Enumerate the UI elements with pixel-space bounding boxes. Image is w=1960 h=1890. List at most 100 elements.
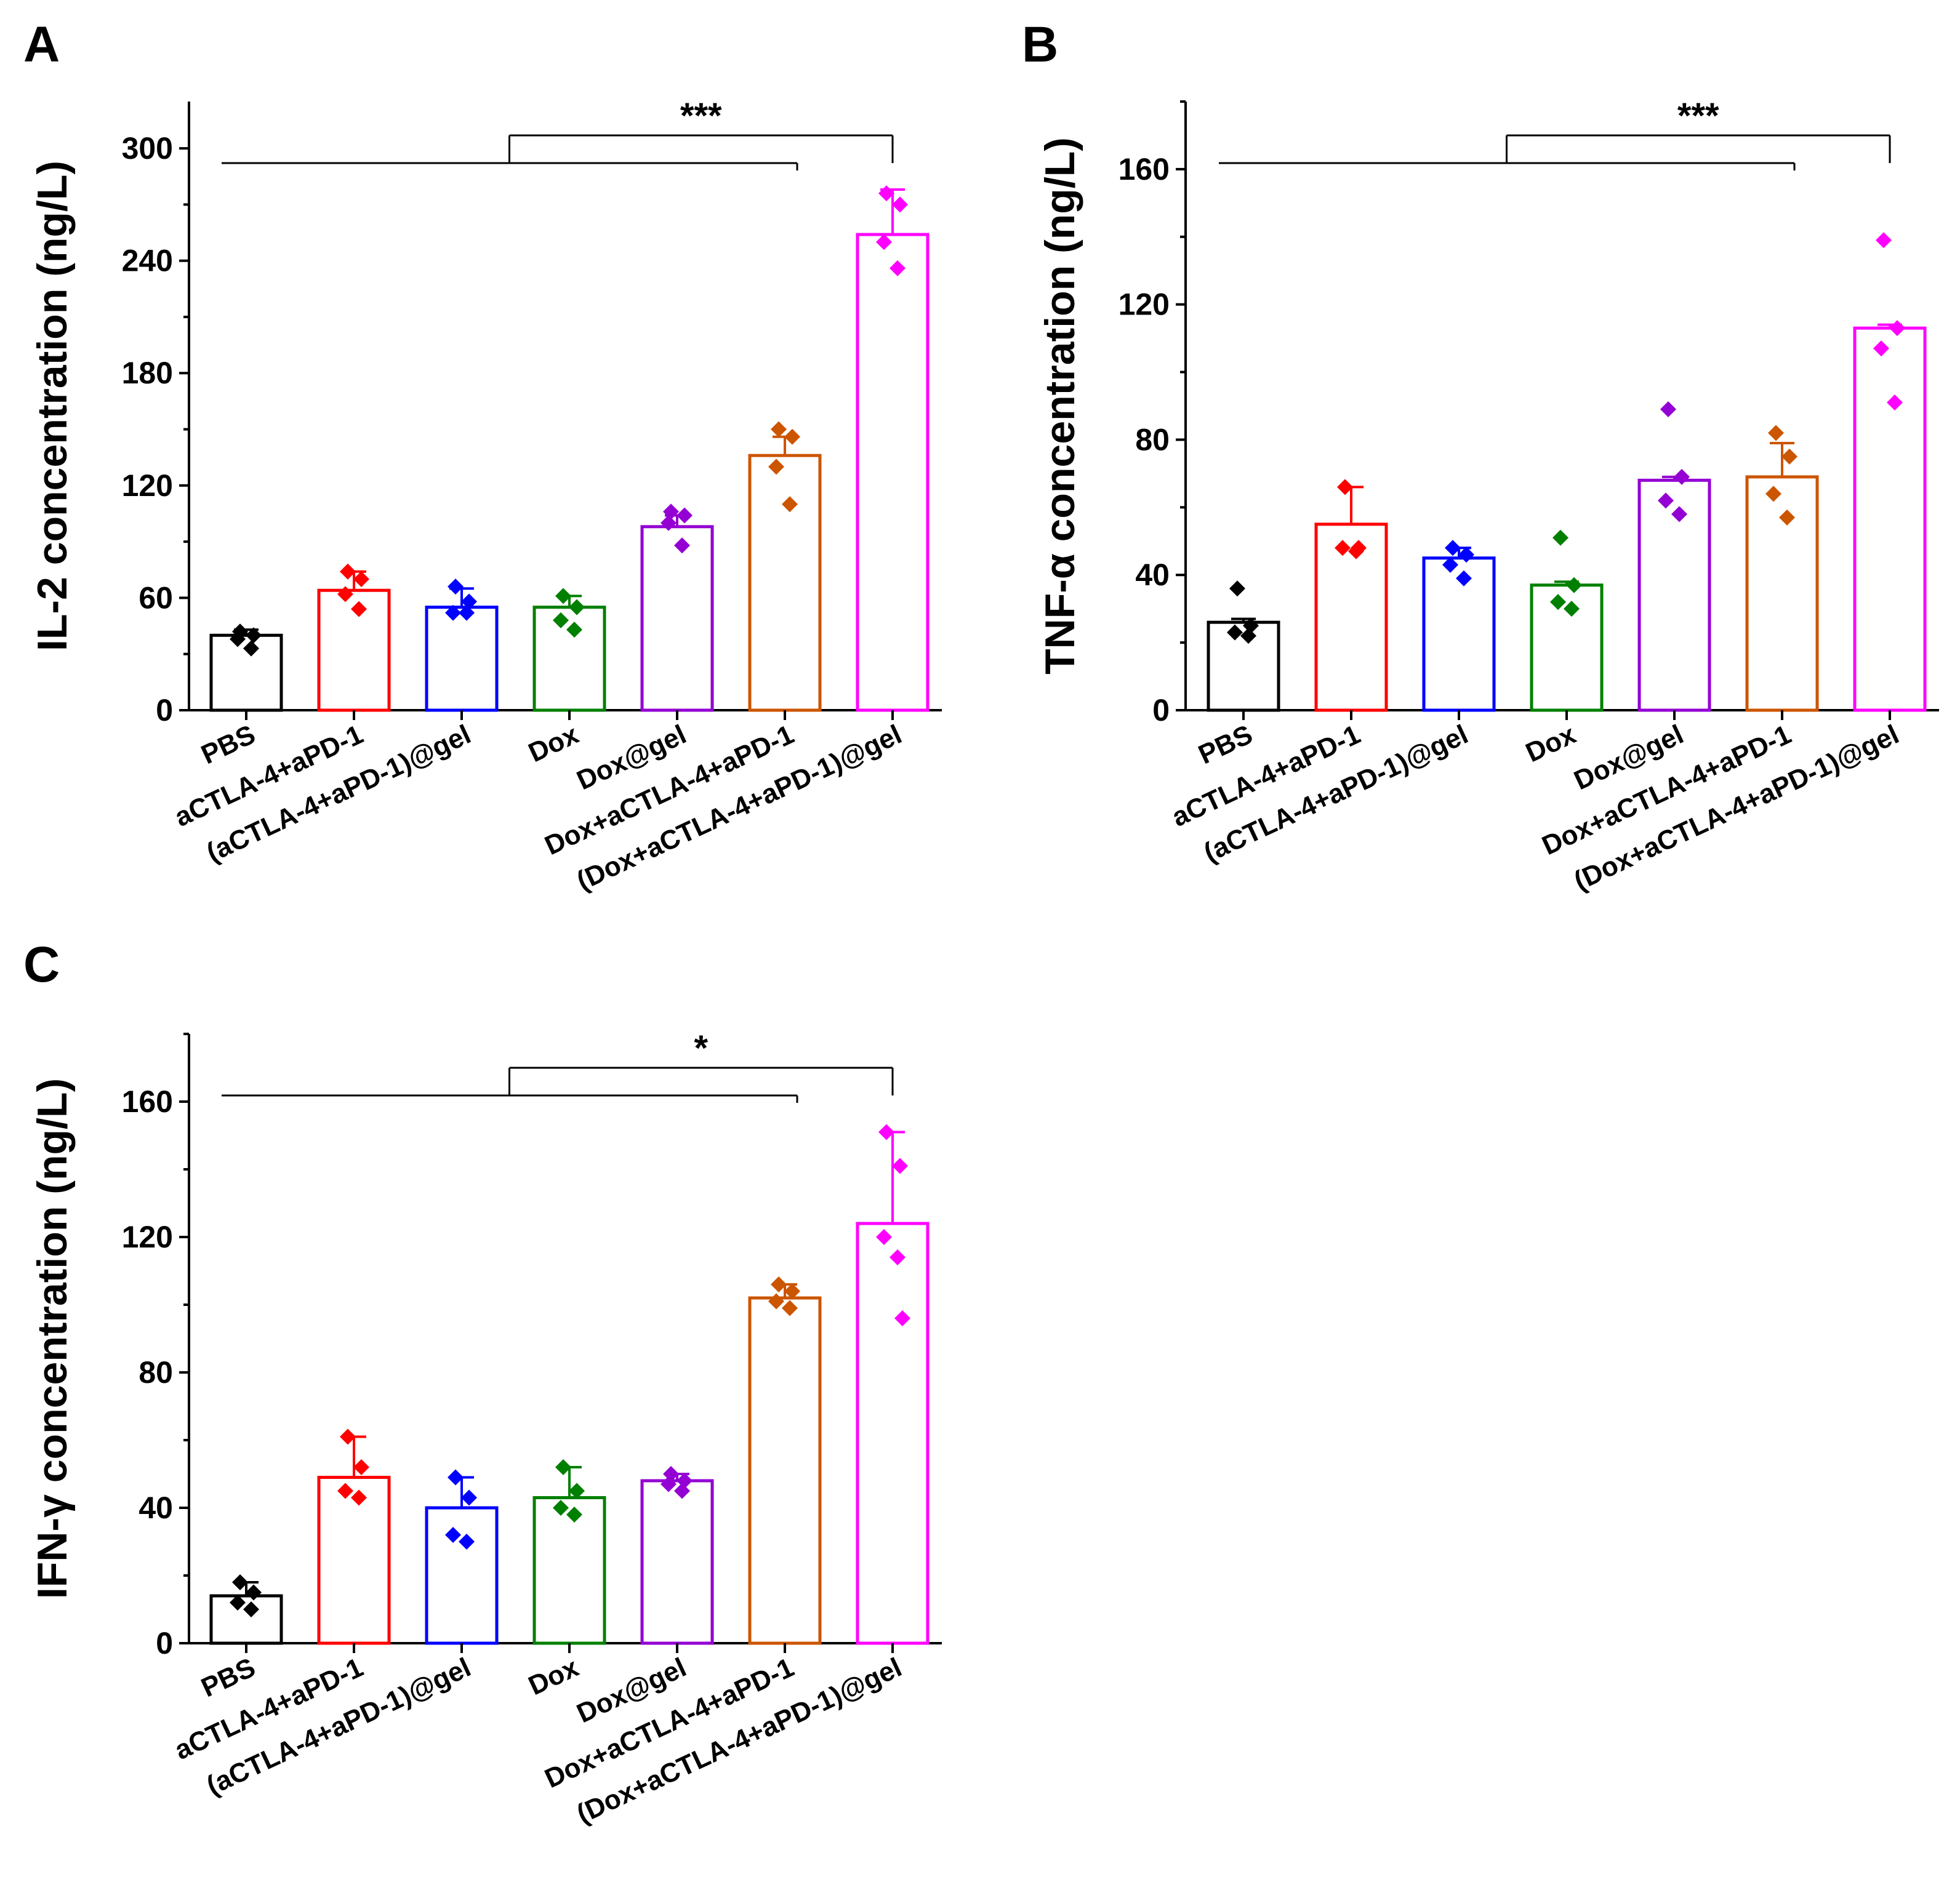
data-point-5-2: [768, 1293, 784, 1310]
data-point-3-1: [569, 599, 585, 615]
data-point-0-2: [230, 1595, 246, 1611]
data-point-2-0: [448, 579, 464, 595]
data-point-0-3: [243, 1601, 259, 1617]
data-point-3-0: [555, 588, 571, 604]
data-point-0-1: [246, 627, 262, 644]
data-point-2-3: [459, 1534, 475, 1550]
data-point-2-3: [459, 604, 475, 621]
data-point-4-3: [674, 537, 690, 554]
data-point-3-3: [1564, 601, 1580, 617]
y-tick-label: 300: [122, 131, 173, 166]
bar-5: [748, 1296, 822, 1645]
data-point-5-3: [782, 496, 798, 513]
category-label-0: PBS: [1194, 719, 1258, 771]
data-point-1-2: [1335, 540, 1351, 556]
y-tick-label: 180: [122, 356, 173, 390]
data-point-0-3: [243, 640, 259, 657]
data-point-3-2: [1550, 594, 1566, 611]
y-tick-label: 0: [156, 1626, 173, 1660]
y-tick-label: 120: [122, 1220, 173, 1254]
data-point-3-3: [566, 1507, 582, 1523]
panel-letter-c: C: [23, 937, 60, 993]
data-point-6-3: [1887, 394, 1903, 411]
y-tick-label: 80: [139, 1355, 173, 1390]
data-point-6-2: [876, 234, 892, 250]
bar-3: [1530, 583, 1604, 712]
data-point-6-0: [878, 185, 894, 202]
data-point-4-3: [674, 1483, 690, 1499]
data-point-6-1: [892, 1158, 908, 1174]
data-point-1-2: [337, 1483, 353, 1499]
bar-3: [532, 606, 606, 712]
panel-letter-a: A: [23, 17, 60, 73]
data-point-2-2: [1442, 556, 1458, 573]
data-point-6-0: [1876, 232, 1892, 249]
y-tick-label: 40: [139, 1491, 173, 1525]
data-point-5-1: [784, 428, 800, 445]
category-label-0: PBS: [197, 719, 260, 771]
data-point-2-1: [461, 593, 477, 610]
data-point-4-2: [1658, 492, 1674, 509]
bar-4: [640, 525, 714, 712]
category-label-3: Dox: [1521, 719, 1581, 768]
data-point-5-0: [771, 1276, 787, 1292]
data-point-2-2: [445, 604, 461, 621]
bar-6: [856, 1222, 930, 1645]
data-point-5-0: [1768, 425, 1784, 441]
data-point-6-1: [892, 196, 908, 213]
data-point-6-4: [894, 1310, 910, 1326]
data-point-1-2: [337, 586, 353, 603]
data-point-6-3: [890, 1249, 906, 1265]
data-point-6-3: [890, 260, 906, 276]
y-axis-label: TNF-α concentration (ng/L): [1037, 137, 1083, 675]
data-point-3-0: [555, 1459, 571, 1475]
data-point-0-1: [246, 1584, 262, 1601]
y-tick-label: 120: [122, 468, 173, 503]
data-point-0-3: [1240, 628, 1256, 644]
data-point-3-1: [569, 1483, 585, 1499]
bar-0: [209, 1594, 283, 1645]
data-point-3-1: [1566, 577, 1582, 593]
bar-6: [1853, 326, 1927, 712]
data-point-5-1: [1781, 448, 1797, 465]
data-point-2-0: [1445, 540, 1461, 556]
data-point-0-0: [232, 1574, 248, 1590]
category-label-3: Dox: [524, 1652, 584, 1701]
bar-1: [317, 1476, 391, 1645]
data-point-2-1: [461, 1489, 477, 1506]
panel-letter-b: B: [1022, 17, 1058, 73]
data-point-5-2: [1765, 486, 1781, 502]
bar-4: [640, 1479, 714, 1645]
y-tick-label: 40: [1135, 558, 1170, 592]
data-point-4-3: [1671, 506, 1687, 523]
data-point-6-2: [1873, 340, 1889, 357]
y-tick-label: 160: [122, 1084, 173, 1119]
data-point-1-0: [1337, 479, 1353, 495]
data-point-3-2: [553, 612, 569, 628]
data-point-6-2: [876, 1229, 892, 1245]
bar-5: [1745, 475, 1819, 712]
data-point-1-0: [340, 1428, 356, 1445]
data-point-3-3: [566, 622, 582, 638]
data-point-1-1: [353, 571, 369, 587]
data-point-0-2: [1227, 624, 1243, 641]
data-point-5-3: [782, 1300, 798, 1316]
data-point-4-0: [1660, 401, 1676, 417]
category-label-0: PBS: [197, 1652, 260, 1704]
bar-2: [425, 1506, 499, 1645]
bar-3: [532, 1496, 606, 1645]
data-point-4-1: [677, 507, 693, 524]
y-axis-label: IFN-γ concentration (ng/L): [29, 1078, 76, 1599]
data-point-5-2: [768, 458, 784, 475]
significance-label: *: [694, 1028, 708, 1068]
data-point-2-3: [1456, 570, 1472, 587]
data-point-1-1: [353, 1459, 369, 1475]
data-point-0-2: [230, 631, 246, 647]
data-point-2-2: [445, 1527, 461, 1543]
y-tick-label: 240: [122, 244, 173, 278]
y-tick-label: 0: [156, 693, 173, 727]
data-point-3-2: [553, 1500, 569, 1516]
y-tick-label: 80: [1135, 422, 1170, 457]
data-point-3-0: [1552, 529, 1568, 546]
category-label-3: Dox: [524, 719, 584, 768]
